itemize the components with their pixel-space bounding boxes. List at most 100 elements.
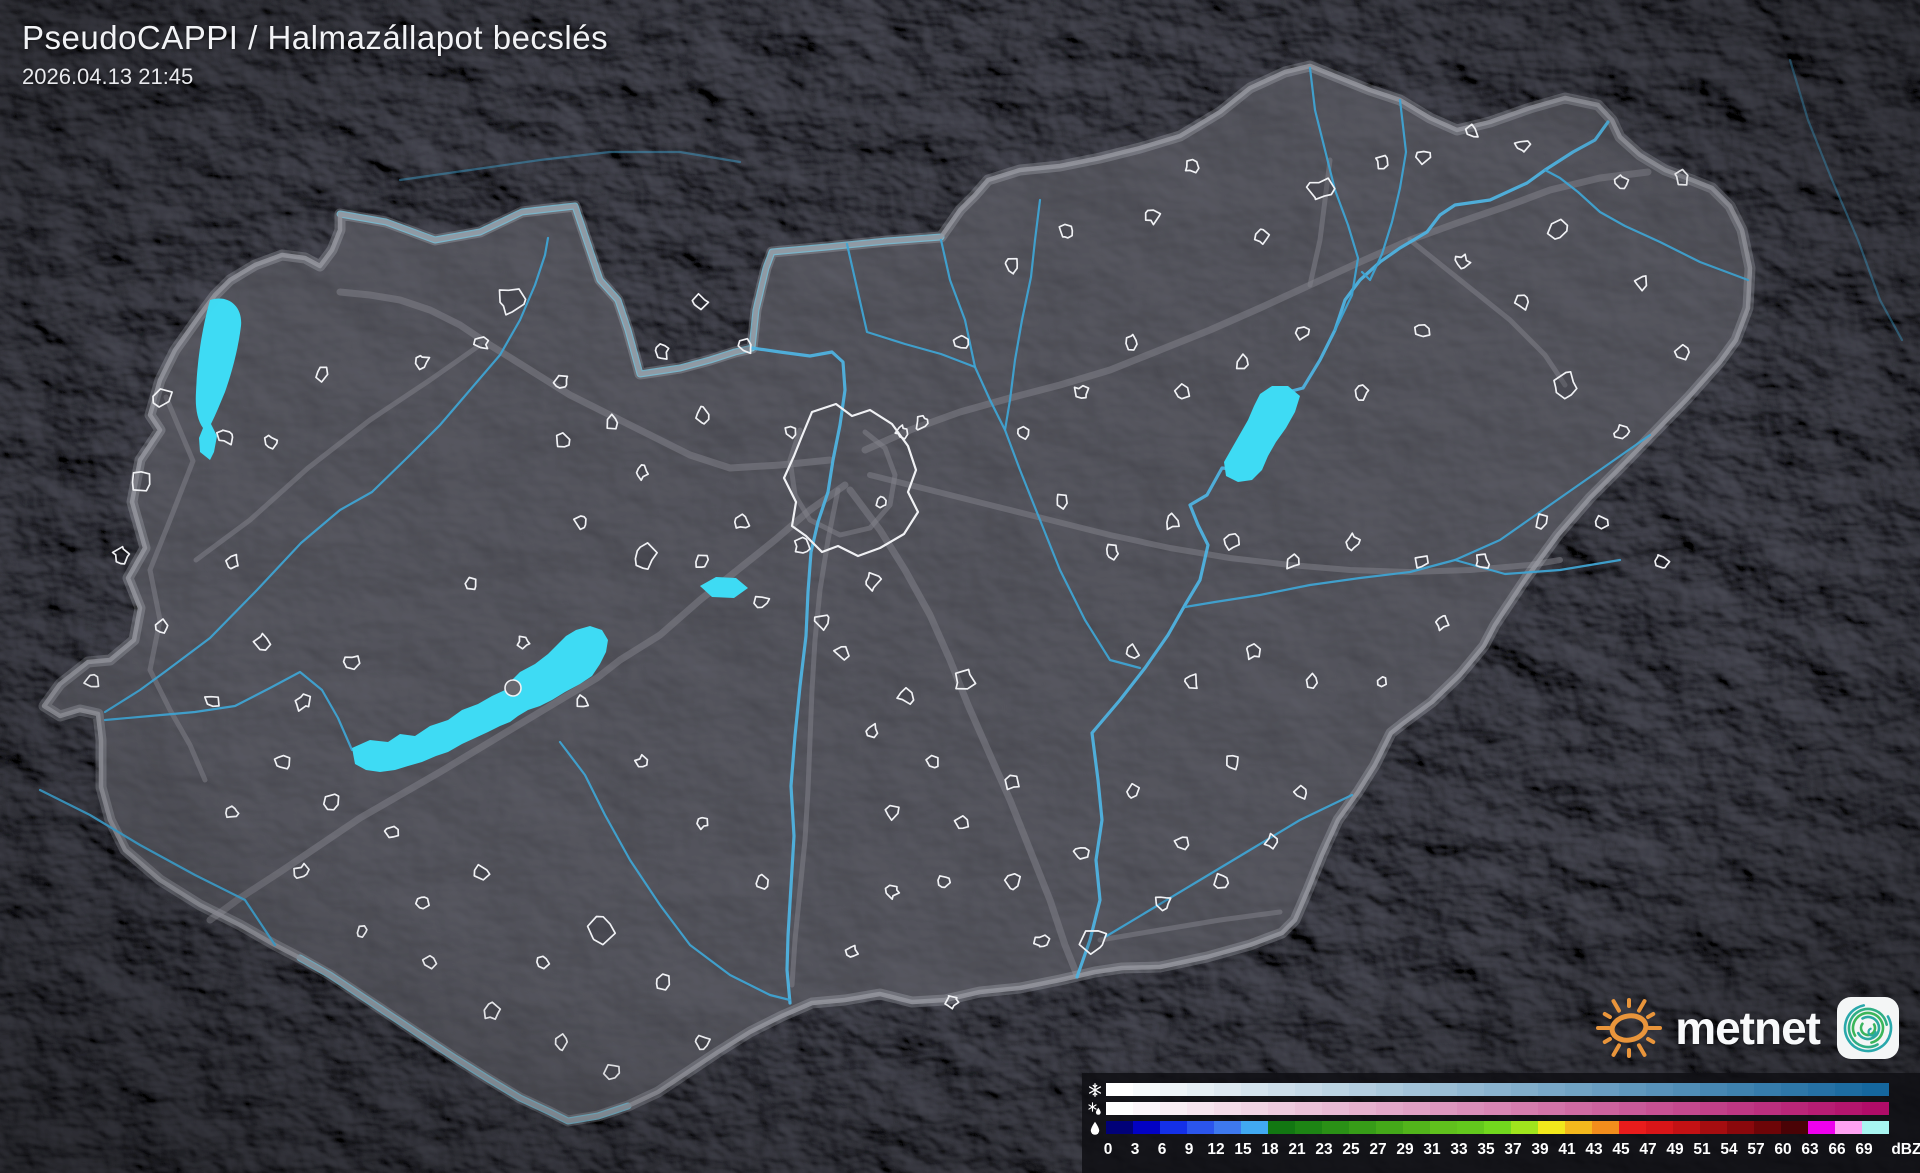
sleet-icon: [1086, 1101, 1104, 1116]
sun-ray: [1637, 999, 1647, 1013]
legend-cell: [1349, 1102, 1376, 1115]
legend-cell: [1565, 1102, 1592, 1115]
legend-tick: 18: [1261, 1141, 1279, 1158]
legend-cell: [1700, 1102, 1727, 1115]
legend-cell: [1538, 1121, 1565, 1134]
logo-text: metnet: [1675, 1002, 1821, 1054]
legend-cell: [1835, 1083, 1862, 1096]
page-title: PseudoCAPPI / Halmazállapot becslés: [22, 19, 609, 56]
legend-cell: [1187, 1102, 1214, 1115]
legend-cell: [1241, 1102, 1268, 1115]
legend-cell: [1619, 1083, 1646, 1096]
legend-tick: 9: [1184, 1141, 1194, 1158]
timestamp: 2026.04.13 21:45: [22, 64, 194, 90]
legend-tick: 60: [1774, 1141, 1792, 1158]
sun-ray: [1637, 1043, 1647, 1057]
legend-cell: [1862, 1083, 1889, 1096]
legend-row-rain: [1086, 1121, 1920, 1135]
legend-cell: [1268, 1102, 1295, 1115]
snowflake-icon: [1086, 1082, 1104, 1097]
legend-cell: [1808, 1083, 1835, 1096]
legend-cell: [1781, 1102, 1808, 1115]
legend-tick: 29: [1396, 1141, 1414, 1158]
sun-ray: [1611, 999, 1622, 1013]
sun-ray: [1646, 1037, 1656, 1044]
sun-icon: [1596, 998, 1663, 1058]
legend-cell: [1673, 1121, 1700, 1134]
legend-cell: [1754, 1083, 1781, 1096]
legend-cell: [1241, 1121, 1268, 1134]
legend-tick: 27: [1369, 1141, 1387, 1158]
legend-cell: [1700, 1121, 1727, 1134]
legend-cell: [1214, 1121, 1241, 1134]
legend-cell: [1727, 1121, 1754, 1134]
legend-tick: 51: [1693, 1141, 1711, 1158]
spiral-app-icon: [1837, 997, 1899, 1059]
legend-cell: [1376, 1121, 1403, 1134]
legend-tick: 25: [1342, 1141, 1360, 1158]
legend-tick: 23: [1315, 1141, 1333, 1158]
legend-tick: 0: [1103, 1141, 1113, 1158]
legend-cell: [1538, 1083, 1565, 1096]
sun-ray: [1602, 1012, 1613, 1019]
legend-tick: 43: [1585, 1141, 1603, 1158]
legend-cell: [1430, 1102, 1457, 1115]
legend-cell: [1619, 1121, 1646, 1134]
legend-cell: [1214, 1102, 1241, 1115]
legend-cell: [1268, 1121, 1295, 1134]
legend-cell: [1754, 1102, 1781, 1115]
legend-cell: [1646, 1102, 1673, 1115]
legend-cell: [1133, 1083, 1160, 1096]
legend-cell: [1673, 1083, 1700, 1096]
legend-cell: [1538, 1102, 1565, 1115]
legend-cell: [1727, 1102, 1754, 1115]
legend-cell: [1862, 1102, 1889, 1115]
legend-scale: 0 3 6 9 12 15 18 21 23 25 27 29 31 33 35 37 39 41 43 45 47 49…: [1104, 1141, 1920, 1165]
legend-tick: 12: [1207, 1141, 1225, 1158]
legend-cell: [1511, 1083, 1538, 1096]
sun-ray: [1602, 1037, 1613, 1044]
legend-cell: [1592, 1083, 1619, 1096]
sun-ray: [1646, 1012, 1656, 1019]
legend-cell: [1403, 1102, 1430, 1115]
legend-cell: [1160, 1102, 1187, 1115]
legend-cell: [1403, 1083, 1430, 1096]
legend-cell: [1808, 1102, 1835, 1115]
legend-cell: [1619, 1102, 1646, 1115]
legend-tick: 6: [1157, 1141, 1167, 1158]
legend-tick: 45: [1612, 1141, 1630, 1158]
legend-cell: [1781, 1121, 1808, 1134]
legend-tick: 47: [1639, 1141, 1657, 1158]
legend-cell: [1646, 1083, 1673, 1096]
legend-cell: [1781, 1083, 1808, 1096]
legend-cell: [1160, 1121, 1187, 1134]
legend-tick: 69: [1855, 1141, 1873, 1158]
legend-cell: [1214, 1083, 1241, 1096]
legend-cell: [1241, 1083, 1268, 1096]
legend-cell: [1322, 1102, 1349, 1115]
legend-cell: [1349, 1083, 1376, 1096]
legend-cell: [1565, 1083, 1592, 1096]
legend-tick: 39: [1531, 1141, 1549, 1158]
legend-cell: [1295, 1121, 1322, 1134]
legend-cell: [1835, 1121, 1862, 1134]
legend-cell: [1511, 1121, 1538, 1134]
legend-tick: 66: [1828, 1141, 1846, 1158]
legend-cell: [1457, 1102, 1484, 1115]
legend-cell: [1160, 1083, 1187, 1096]
legend-cell: [1511, 1102, 1538, 1115]
legend-cell: [1565, 1121, 1592, 1134]
legend-cell: [1700, 1083, 1727, 1096]
legend-cell: [1673, 1102, 1700, 1115]
snowflake-icon: [1088, 1082, 1102, 1097]
legend-cell: [1376, 1102, 1403, 1115]
legend-tick: 35: [1477, 1141, 1495, 1158]
legend-cell: [1349, 1121, 1376, 1134]
legend-cell: [1322, 1083, 1349, 1096]
legend-tick: 37: [1504, 1141, 1522, 1158]
legend-cell: [1484, 1083, 1511, 1096]
reflectivity-legend: 0 3 6 9 12 15 18 21 23 25 27 29 31 33 35 37 39 41 43 45 47 49…: [1082, 1073, 1920, 1173]
